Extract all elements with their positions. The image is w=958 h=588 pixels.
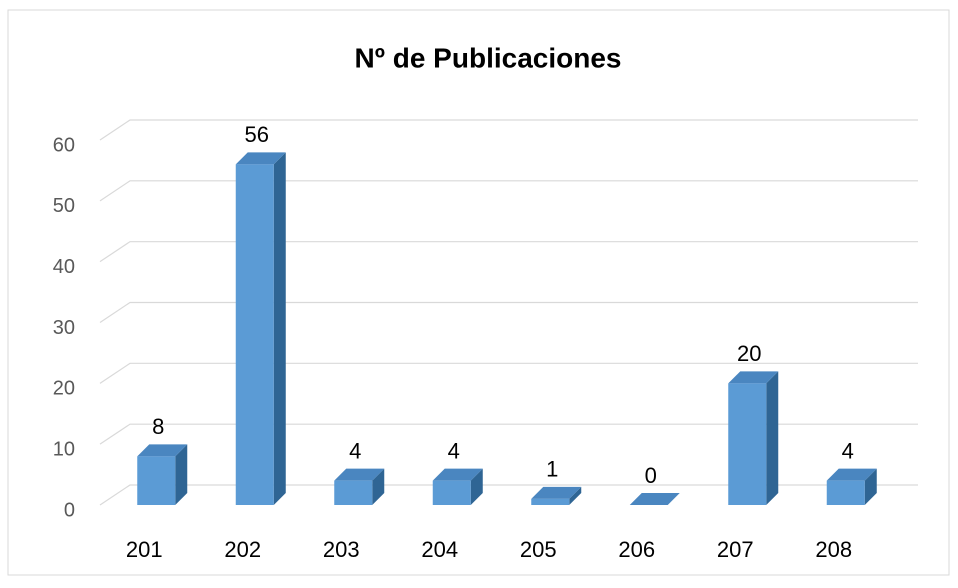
bar: [334, 468, 385, 505]
bar: [235, 152, 286, 506]
y-tick-label: 20: [53, 378, 75, 400]
x-tick-label: 201: [126, 537, 163, 562]
x-tick-label: 206: [618, 537, 655, 562]
bar: [531, 486, 582, 505]
grid-line: [99, 362, 918, 384]
grid-line: [99, 241, 918, 263]
bar-front: [826, 480, 865, 505]
bar-side: [372, 468, 385, 505]
data-label: 4: [349, 438, 361, 463]
bar-side: [569, 486, 582, 505]
bar-top: [728, 371, 779, 384]
bar-top: [235, 152, 286, 165]
bar-side: [470, 468, 483, 505]
grid-line: [99, 301, 918, 323]
bar-side: [766, 371, 779, 505]
bar-front: [531, 498, 570, 505]
bar-front: [334, 480, 373, 505]
data-label: 20: [737, 341, 761, 366]
x-tick-label: 205: [520, 537, 557, 562]
bar-top: [432, 468, 483, 481]
x-tick-label: 207: [717, 537, 754, 562]
data-label: 8: [152, 414, 164, 439]
x-tick-label: 208: [815, 537, 852, 562]
y-tick-label: 40: [53, 256, 75, 278]
bar-side: [175, 444, 188, 505]
data-label: 4: [842, 438, 854, 463]
bar-top: [629, 493, 680, 505]
data-label: 0: [645, 463, 657, 488]
y-tick-label: 50: [53, 195, 75, 217]
bar: [629, 493, 680, 505]
bar-front: [728, 383, 767, 505]
y-tick-label: 0: [64, 499, 75, 521]
bar-top: [137, 444, 188, 457]
grid-line: [99, 119, 918, 141]
y-tick-label: 30: [53, 317, 75, 339]
grid-line: [99, 423, 918, 445]
bar-top: [334, 468, 385, 481]
chart-title: Nº de Publicaciones: [355, 42, 622, 73]
bar-top: [826, 468, 877, 481]
grid-line: [99, 180, 918, 202]
x-tick-label: 202: [224, 537, 261, 562]
data-label: 56: [245, 122, 269, 147]
bar-front: [432, 480, 471, 505]
bar: [432, 468, 483, 505]
bar: [728, 371, 779, 505]
data-label: 1: [546, 457, 558, 482]
x-tick-label: 203: [323, 537, 360, 562]
y-tick-label: 60: [53, 134, 75, 156]
bar-top: [531, 486, 582, 499]
grid-line: [99, 484, 918, 506]
bar: [826, 468, 877, 505]
x-tick-label: 204: [421, 537, 458, 562]
bar-side: [864, 468, 877, 505]
bar-side: [273, 152, 286, 506]
data-label: 4: [448, 438, 460, 463]
y-tick-label: 10: [53, 438, 75, 460]
bar-front: [235, 164, 274, 506]
bar: [137, 444, 188, 505]
bar-front: [137, 456, 176, 505]
